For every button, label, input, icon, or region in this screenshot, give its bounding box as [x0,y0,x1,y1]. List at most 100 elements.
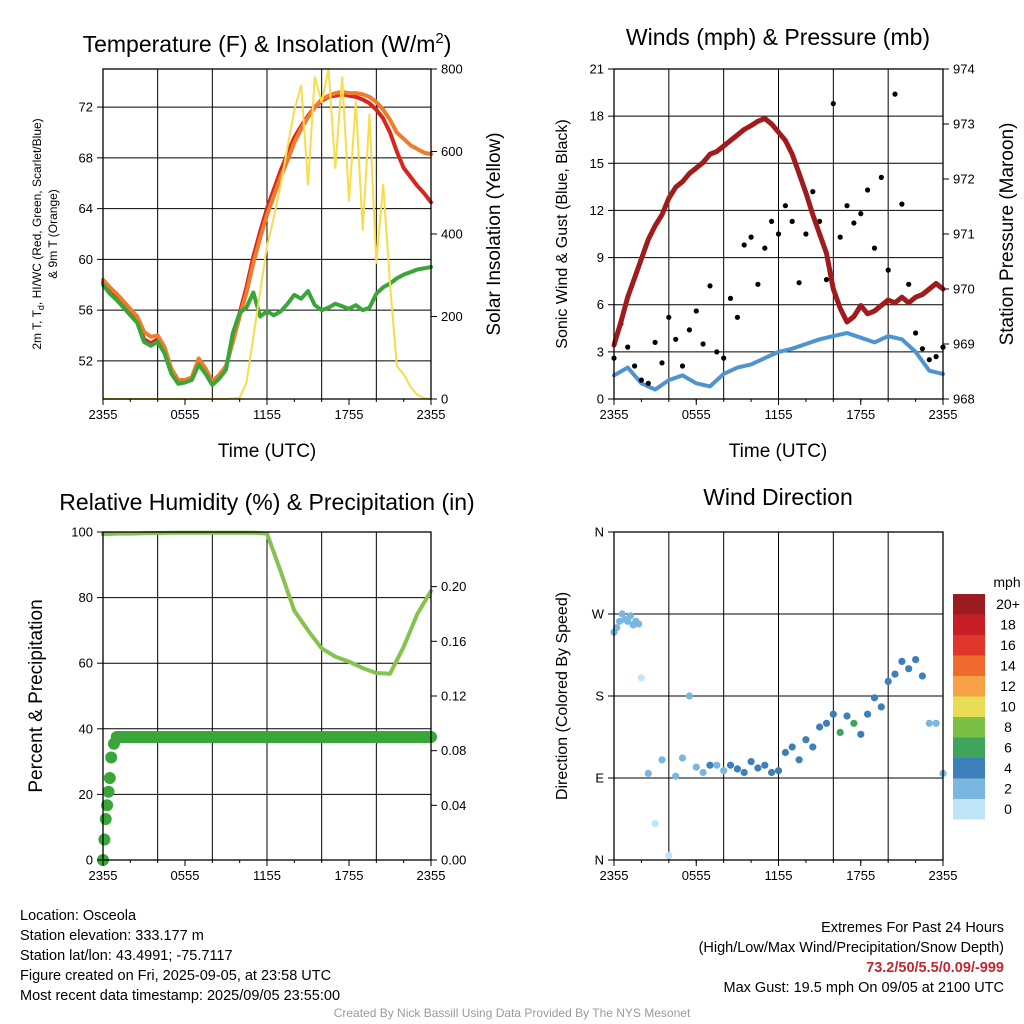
winds-series-gust-point [673,336,679,342]
temperature-ylabel-left-line2: & 9m T (Orange) [46,189,60,279]
colorbar-swatch [953,799,985,820]
elevation-text: Station elevation: 333.177 m [20,928,204,944]
humidity-ytick-label: 60 [79,656,93,671]
winds-ytick-label: 9 [597,250,604,265]
colorbar-swatch [953,758,985,779]
direction-point [740,768,748,777]
humidity-series-precipitation-point [99,813,112,825]
direction-point [699,768,707,777]
winds-series-gust-point [782,203,789,209]
direction-point [685,692,694,700]
colorbar-swatch [953,676,985,697]
recent-timestamp-text: Most recent data timestamp: 2025/09/05 2… [20,988,341,1004]
colorbar-swatch [953,737,985,758]
winds-series-sonic-wind [612,331,945,392]
humidity-title: Relative Humidity (%) & Precipitation (i… [59,489,474,515]
winds-y2tick-label: 970 [953,282,975,297]
temperature-y2tick-label: 200 [441,309,463,324]
temperature-xtick-label: 1155 [253,407,281,422]
direction-xtick-label: 1155 [765,868,793,883]
winds-title: Winds (mph) & Pressure (mb) [626,24,930,50]
winds-series-gust-point [844,203,850,209]
temperature-xtick-label: 2355 [89,407,118,422]
extremes-legend: (High/Low/Max Wind/Precipitation/Snow De… [698,940,1004,956]
temperature-ytick-label: 60 [79,252,93,267]
winds-series-gust-point [830,101,836,107]
direction-point [809,743,817,751]
winds-y2tick-label: 973 [953,117,975,132]
humidity-ytick-label: 20 [79,787,93,802]
temperature-y2tick-label: 0 [441,392,448,407]
temperature-y2tick-label: 800 [441,62,463,77]
winds-series-gust-point [878,174,884,180]
winds-series-gust-point [892,91,898,97]
direction-point [802,736,810,744]
winds-series-gust-point [775,231,782,237]
winds-y2tick-label: 968 [953,392,975,407]
winds-series-gust-point [727,295,734,301]
direction-point [822,719,831,727]
colorbar-label: 14 [1000,658,1016,674]
direction-point [713,761,721,769]
direction-point [626,612,635,620]
direction-point [678,754,687,762]
direction-point [932,719,940,727]
winds-series-gust-point [679,363,686,369]
humidity-ytick-label: 40 [79,721,93,736]
extremes-title: Extremes For Past 24 Hours [821,920,1004,936]
direction-point [829,710,837,718]
winds-ytick-label: 3 [597,344,604,359]
winds-xtick-label: 0555 [682,407,711,422]
direction-point [774,767,783,775]
winds-series-gust-point [632,363,638,369]
colorbar-swatch [953,655,985,676]
winds-series-gust-point [625,344,631,350]
temperature-title: Temperature (F) & Insolation (W/m2) [83,30,452,57]
temperature-ylabel-left: 2m T, Td, HI/WC (Red, Green, Scarlet/Blu… [30,118,46,349]
temperature-xtick-label: 2355 [417,407,446,422]
winds-ylabel-right: Station Pressure (Maroon) [997,123,1018,346]
colorbar-swatch [953,696,985,717]
colorbar-label: 20+ [996,596,1020,612]
station-info: Location: Osceola Station elevation: 333… [20,906,340,1006]
winds-y2tick-label: 971 [953,227,975,242]
winds-series-gust-point [769,218,775,224]
winds-y2tick-label: 972 [953,172,975,187]
winds-series-gust-point [666,314,672,320]
winds-xtick-label: 1155 [765,407,793,422]
direction-point [925,719,933,727]
humidity-ylabel-left: Percent & Precipitation [26,599,47,792]
winds-ytick-label: 0 [597,392,604,407]
humidity-series-precipitation-point [105,751,118,764]
winds-series-gust-point [803,231,809,237]
colorbar-label: 16 [1000,637,1016,653]
winds-series-gust-point [686,327,693,333]
extremes-values: 73.2/50/5.5/0.09/-999 [866,960,1004,976]
direction-point [651,820,659,828]
winds-series-gust-point [906,281,912,287]
direction-point [898,657,906,666]
winds-series-gust-point [817,218,823,224]
direction-point [857,730,865,738]
direction-xtick-label: 0555 [682,868,711,883]
colorbar-title: mph [993,574,1020,590]
humidity-y2tick-label: 0.04 [441,798,466,813]
humidity-y2tick-label: 0.20 [441,579,466,594]
direction-point [754,764,762,772]
direction-ytick-label: N [595,525,604,540]
humidity-series-precipitation-point [102,785,115,798]
winds-series-gust-point [714,349,720,355]
humidity-y2tick-label: 0.12 [441,689,466,704]
temperature-y2tick-label: 400 [441,227,463,242]
winds-series-gust-point [638,377,645,383]
direction-point [672,772,680,780]
colorbar-label: 8 [1004,719,1012,735]
winds-ytick-label: 18 [590,109,604,124]
direction-point [795,756,803,764]
humidity-xtick-label: 2355 [89,868,118,883]
winds-xlabel: Time (UTC) [729,441,828,462]
direction-point [905,665,913,673]
direction-point [613,624,621,632]
temperature-xlabel: Time (UTC) [218,441,317,462]
winds-series-gust-point [837,234,843,240]
